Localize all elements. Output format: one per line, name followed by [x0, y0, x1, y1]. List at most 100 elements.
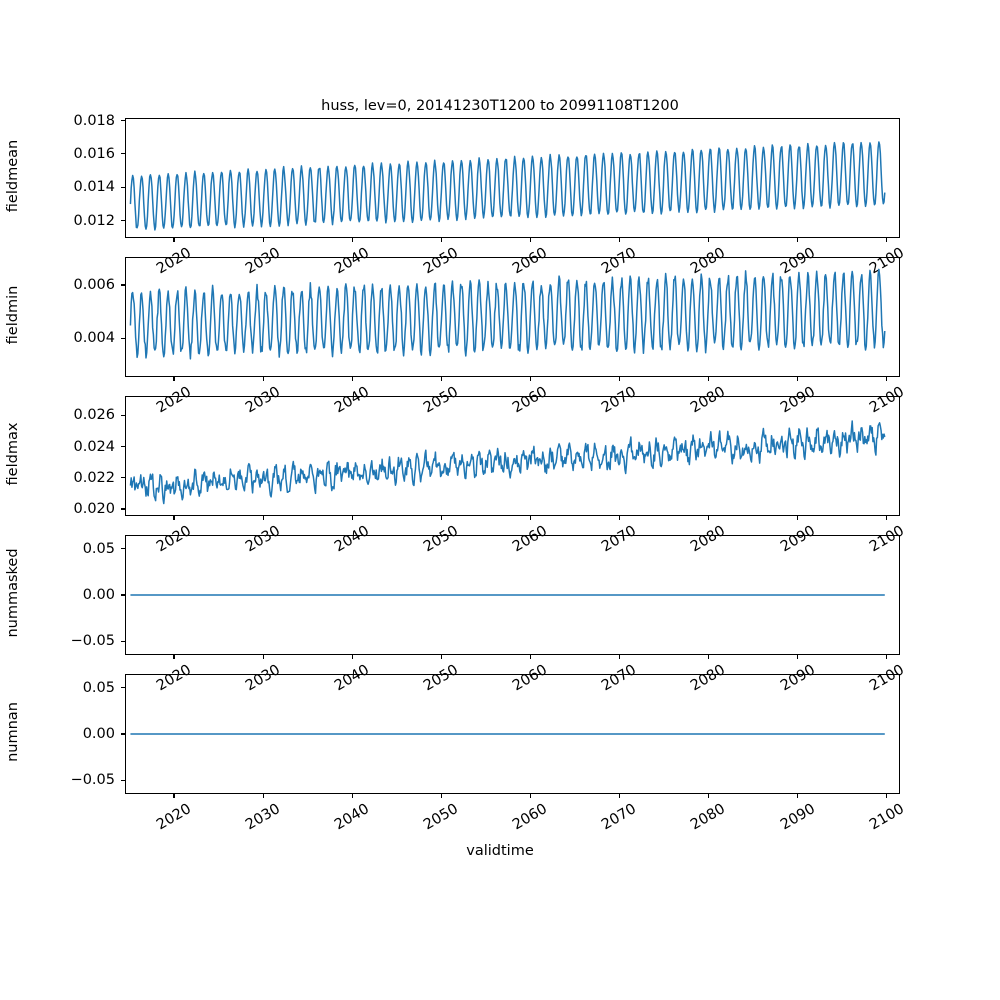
data-line-fieldmean: [126, 119, 899, 237]
y-tick-mark: [121, 337, 125, 339]
subplot-fieldmax: [125, 396, 900, 516]
x-tick-mark: [173, 516, 175, 520]
y-tick-label: 0.00: [82, 726, 115, 742]
x-tick-mark: [262, 238, 264, 242]
y-tick-mark: [121, 779, 125, 781]
x-tick-mark: [529, 655, 531, 659]
x-tick-mark: [440, 794, 442, 798]
x-tick-label: 2050: [421, 801, 462, 834]
y-tick-label: 0.006: [73, 277, 115, 293]
y-tick-mark: [121, 508, 125, 510]
x-tick-mark: [618, 794, 620, 798]
x-tick-mark: [707, 377, 710, 381]
x-tick-mark: [351, 794, 353, 798]
x-tick-mark: [173, 377, 175, 381]
y-tick-mark: [121, 119, 125, 122]
x-tick-mark: [529, 516, 531, 520]
data-line-fieldmax: [126, 397, 899, 515]
x-tick-mark: [797, 794, 799, 798]
x-tick-mark: [529, 794, 531, 798]
x-tick-mark: [886, 655, 888, 659]
x-tick-mark: [618, 516, 620, 520]
x-tick-mark: [173, 655, 175, 659]
x-tick-mark: [618, 655, 620, 659]
x-tick-mark: [440, 655, 442, 659]
x-tick-mark: [797, 516, 799, 520]
y-tick-label: −0.05: [70, 633, 115, 650]
y-tick-mark: [121, 414, 125, 417]
y-tick-mark: [121, 594, 125, 596]
y-tick-mark: [121, 477, 125, 479]
x-tick-label: 2080: [688, 801, 729, 834]
x-tick-mark: [707, 238, 710, 242]
series-path: [130, 269, 884, 359]
y-tick-label: 0.018: [73, 112, 115, 129]
x-tick-label: 2100: [866, 801, 907, 834]
y-tick-mark: [121, 446, 125, 448]
x-tick-mark: [440, 516, 442, 520]
x-tick-mark: [886, 794, 888, 798]
x-tick-mark: [797, 377, 799, 381]
subplot-fieldmean: [125, 118, 900, 238]
y-tick-mark: [121, 687, 125, 689]
y-tick-label: 0.05: [82, 540, 115, 557]
y-tick-label: 0.024: [73, 438, 115, 455]
y-tick-label: 0.05: [82, 679, 115, 696]
y-tick-mark: [121, 153, 125, 155]
subplot-nummasked: [125, 535, 900, 655]
x-tick-mark: [707, 794, 710, 798]
subplot-numnan: [125, 674, 900, 794]
x-tick-label: 2020: [154, 801, 194, 834]
x-tick-label: 2070: [599, 801, 640, 834]
x-tick-mark: [173, 794, 175, 798]
x-tick-mark: [707, 655, 710, 659]
x-tick-mark: [529, 377, 531, 381]
x-tick-mark: [440, 238, 442, 242]
x-tick-label: 2030: [243, 801, 284, 834]
y-tick-label: −0.05: [70, 772, 115, 789]
y-tick-mark: [121, 640, 125, 642]
x-tick-mark: [173, 238, 175, 242]
y-tick-mark: [121, 284, 125, 286]
series-path: [130, 421, 884, 504]
x-tick-mark: [262, 516, 264, 520]
y-tick-label: 0.026: [73, 407, 115, 424]
x-tick-mark: [351, 516, 353, 520]
y-tick-label: 0.022: [73, 469, 115, 486]
x-tick-mark: [262, 794, 264, 798]
y-tick-label: 0.004: [73, 330, 115, 347]
x-tick-mark: [351, 655, 353, 659]
figure-title: huss, lev=0, 20141230T1200 to 20991108T1…: [321, 98, 679, 114]
y-axis-label-numnan: numnan: [5, 702, 21, 762]
x-tick-mark: [262, 377, 264, 381]
subplot-fieldmin: [125, 257, 900, 377]
data-line-nummasked: [126, 536, 899, 654]
x-tick-mark: [351, 238, 353, 242]
x-tick-mark: [886, 238, 888, 242]
x-tick-mark: [797, 238, 799, 242]
x-axis-label: validtime: [466, 843, 534, 859]
x-tick-mark: [618, 377, 620, 381]
data-line-fieldmin: [126, 258, 899, 376]
y-tick-mark: [121, 548, 125, 550]
y-tick-label: 0.016: [73, 145, 115, 162]
y-tick-label: 0.00: [82, 587, 115, 603]
y-tick-mark: [121, 733, 125, 735]
x-tick-mark: [797, 655, 799, 659]
x-tick-label: 2090: [777, 801, 818, 834]
x-tick-mark: [262, 655, 264, 659]
y-tick-label: 0.020: [73, 500, 115, 517]
data-line-numnan: [126, 675, 899, 793]
x-tick-mark: [440, 377, 442, 381]
y-tick-label: 0.012: [73, 212, 115, 229]
x-tick-mark: [529, 238, 531, 242]
series-path: [130, 142, 884, 230]
y-tick-mark: [121, 186, 125, 188]
x-tick-label: 2060: [510, 801, 551, 834]
y-tick-label: 0.014: [73, 179, 115, 196]
x-tick-mark: [707, 516, 710, 520]
x-tick-mark: [618, 238, 620, 242]
x-tick-mark: [886, 516, 888, 520]
x-tick-mark: [351, 377, 353, 381]
